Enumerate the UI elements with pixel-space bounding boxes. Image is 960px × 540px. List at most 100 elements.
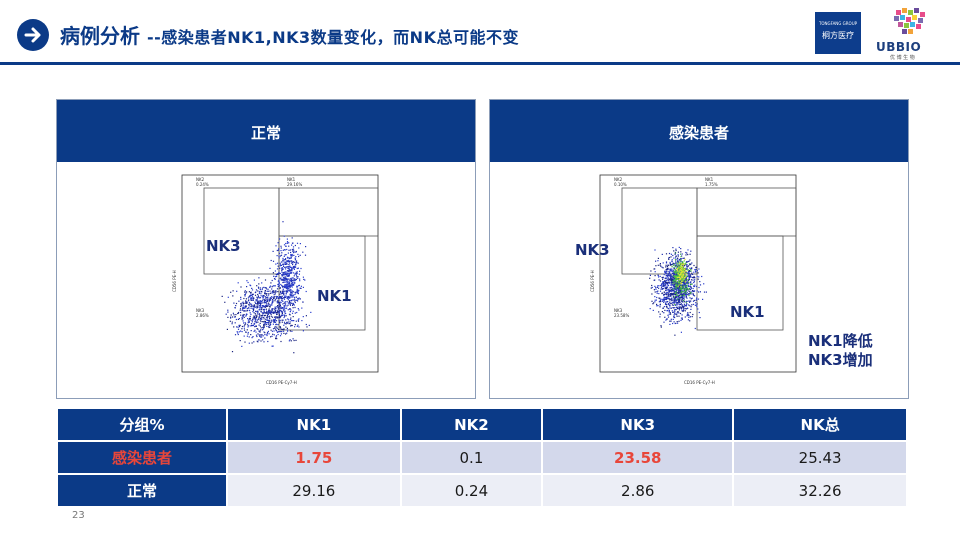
scatter-point: [670, 280, 672, 282]
scatter-point: [690, 274, 692, 276]
scatter-point: [672, 311, 674, 313]
scatter-point: [686, 252, 688, 254]
scatter-point: [259, 300, 261, 302]
scatter-point: [685, 289, 687, 291]
scatter-point: [254, 325, 257, 327]
scatter-point: [277, 309, 279, 311]
scatter-point: [252, 298, 255, 300]
scatter-point: [278, 331, 280, 333]
scatter-point: [664, 309, 666, 311]
scatter-point: [280, 279, 282, 281]
scatter-point: [268, 294, 270, 296]
scatter-point: [252, 324, 255, 327]
table-cell: 32.26: [732, 473, 908, 508]
scatter-point: [662, 287, 664, 290]
scatter-point: [680, 331, 682, 333]
scatter-point: [243, 316, 245, 318]
scatter-point: [259, 325, 261, 327]
scatter-point: [274, 270, 276, 272]
scatter-point: [659, 303, 661, 305]
scatter-point: [680, 297, 682, 299]
scatter-point: [251, 289, 254, 291]
scatter-point: [234, 316, 236, 318]
scatter-point: [672, 288, 674, 290]
scatter-point: [266, 322, 269, 324]
scatter-point: [680, 287, 682, 289]
scatter-point: [664, 316, 666, 318]
scatter-point: [656, 303, 658, 305]
scatter-point: [292, 316, 294, 318]
scatter-point: [255, 303, 257, 305]
scatter-point: [270, 292, 272, 294]
scatter-point: [284, 285, 286, 287]
scatter-point: [241, 328, 243, 330]
scatter-point: [291, 242, 294, 244]
scatter-point: [669, 302, 671, 304]
scatter-point: [248, 336, 250, 338]
scatter-point: [292, 307, 294, 309]
scatter-point: [672, 282, 674, 285]
scatter-point: [281, 331, 283, 333]
scatter-point: [288, 270, 290, 272]
scatter-point: [274, 285, 276, 287]
scatter-point: [296, 267, 298, 270]
scatter-point: [690, 270, 692, 272]
scatter-point: [263, 323, 265, 325]
scatter-point: [266, 334, 268, 337]
scatter-point: [659, 299, 662, 301]
scatter-point: [689, 259, 691, 261]
scatter-point: [675, 288, 677, 290]
scatter-point: [674, 274, 676, 276]
scatter-point: [285, 254, 287, 256]
scatter-point: [687, 312, 689, 314]
scatter-point: [695, 266, 697, 268]
scatter-point: [651, 293, 653, 295]
scatter-point: [281, 252, 283, 254]
scatter-point: [288, 260, 290, 262]
summary-note: NK1降低 NK3增加: [808, 332, 873, 370]
scatter-point: [269, 322, 271, 324]
scatter-point: [267, 296, 269, 298]
scatter-point: [669, 261, 671, 264]
scatter-point: [677, 257, 679, 259]
scatter-point: [286, 327, 288, 329]
scatter-point: [661, 288, 664, 290]
scatter-point: [679, 272, 681, 274]
scatter-point: [683, 277, 685, 279]
scatter-point: [669, 300, 671, 302]
scatter-point: [678, 265, 680, 267]
scatter-point: [265, 293, 267, 295]
scatter-point: [248, 296, 250, 298]
scatter-point: [676, 283, 678, 286]
scatter-point: [665, 293, 667, 295]
scatter-point: [252, 293, 254, 295]
scatter-point: [695, 302, 697, 304]
scatter-point: [291, 286, 293, 288]
scatter-point: [251, 297, 253, 299]
scatter-point: [284, 259, 286, 261]
scatter-point: [698, 311, 700, 314]
scatter-point: [268, 326, 270, 329]
scatter-point: [280, 315, 282, 318]
scatter-point: [690, 283, 692, 285]
scatter-point: [237, 333, 239, 336]
scatter-point: [677, 302, 679, 304]
scatter-point: [277, 328, 280, 331]
scatter-point: [278, 317, 280, 319]
scatter-point: [274, 276, 277, 278]
scatter-point: [688, 279, 690, 281]
scatter-point: [663, 274, 665, 276]
scatter-point: [681, 317, 683, 319]
scatter-point: [680, 303, 682, 305]
scatter-point: [653, 302, 655, 304]
scatter-point: [674, 293, 677, 295]
scatter-point: [291, 237, 293, 239]
scatter-point: [284, 290, 286, 292]
scatter-point: [291, 280, 293, 282]
scatter-point: [293, 320, 295, 322]
scatter-point: [261, 305, 263, 307]
scatter-point: [672, 295, 674, 297]
scatter-point: [256, 315, 258, 317]
scatter-point: [674, 265, 676, 267]
scatter-point: [674, 271, 676, 273]
